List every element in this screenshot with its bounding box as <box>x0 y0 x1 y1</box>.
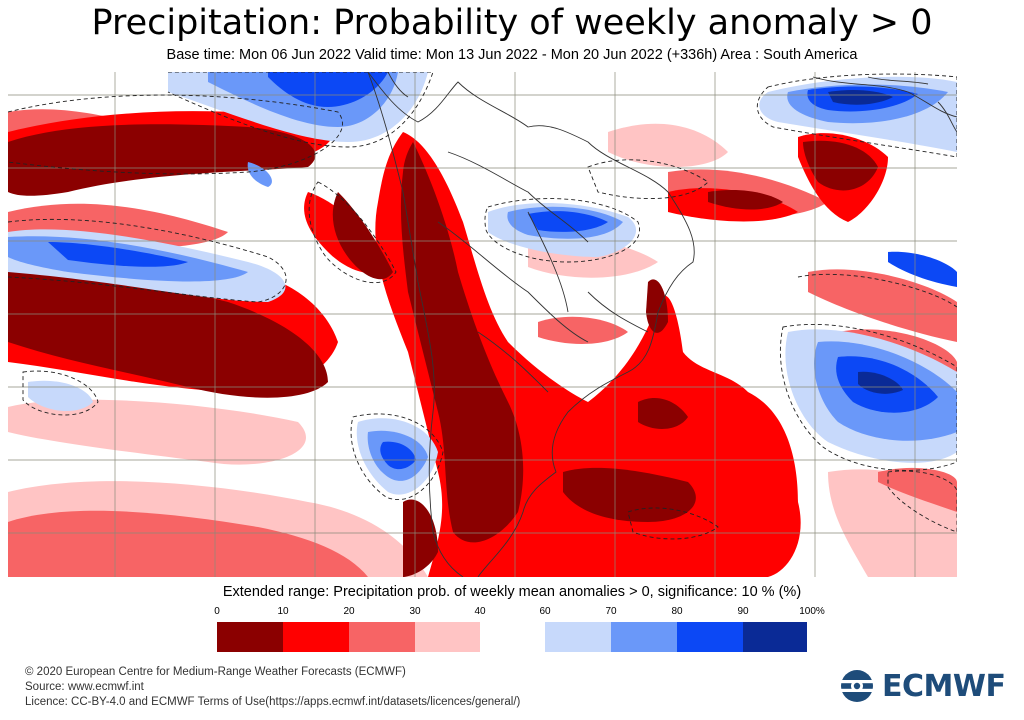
colorbar-tick-10: 10 <box>277 606 289 617</box>
colorbar-bin-0-10 <box>217 622 283 652</box>
colorbar-tick-40: 40 <box>474 606 486 617</box>
colorbar-bin-70-80 <box>611 622 677 652</box>
probability-map <box>8 72 957 577</box>
ecmwf-logo-text: ECMWF <box>882 668 1006 704</box>
colorbar-bin-60-70 <box>545 622 611 652</box>
colorbar-tick-90: 90 <box>737 606 749 617</box>
colorbar-bin-90-100 <box>743 622 807 652</box>
footer-credits: © 2020 European Centre for Medium-Range … <box>25 665 520 710</box>
ecmwf-logo-icon <box>840 670 874 702</box>
map-gridlines <box>8 72 957 577</box>
colorbar-tick-70: 70 <box>605 606 617 617</box>
copyright-text: © 2020 European Centre for Medium-Range … <box>25 666 406 678</box>
colorbar-tick-30: 30 <box>409 606 421 617</box>
colorbar-tick-80: 80 <box>671 606 683 617</box>
map-subtitle: Base time: Mon 06 Jun 2022 Valid time: M… <box>166 47 858 63</box>
anomaly-layer-dark-blue <box>828 89 903 394</box>
colorbar-tick-20: 20 <box>343 606 355 617</box>
source-text: Source: www.ecmwf.int <box>25 681 144 693</box>
colorbar-bin-30-40 <box>415 622 480 652</box>
coastlines <box>367 72 957 577</box>
colorbar-tick-0: 0 <box>214 606 220 617</box>
ecmwf-logo: ECMWF <box>838 668 1008 704</box>
licence-text: Licence: CC-BY-4.0 and ECMWF Terms of Us… <box>25 696 521 708</box>
colorbar-bin-10-20 <box>283 622 349 652</box>
colorbar-tick-60: 60 <box>539 606 551 617</box>
map-title: Precipitation: Probability of weekly ano… <box>91 3 933 43</box>
colorbar-tick-100: 100% <box>799 606 825 617</box>
significance-contours <box>8 72 957 540</box>
anomaly-layer-dark-red <box>8 124 878 577</box>
colorbar-bin-80-90 <box>677 622 743 652</box>
colorbar-title: Extended range: Precipitation prob. of w… <box>222 584 802 600</box>
colorbar-bin-20-30 <box>349 622 415 652</box>
